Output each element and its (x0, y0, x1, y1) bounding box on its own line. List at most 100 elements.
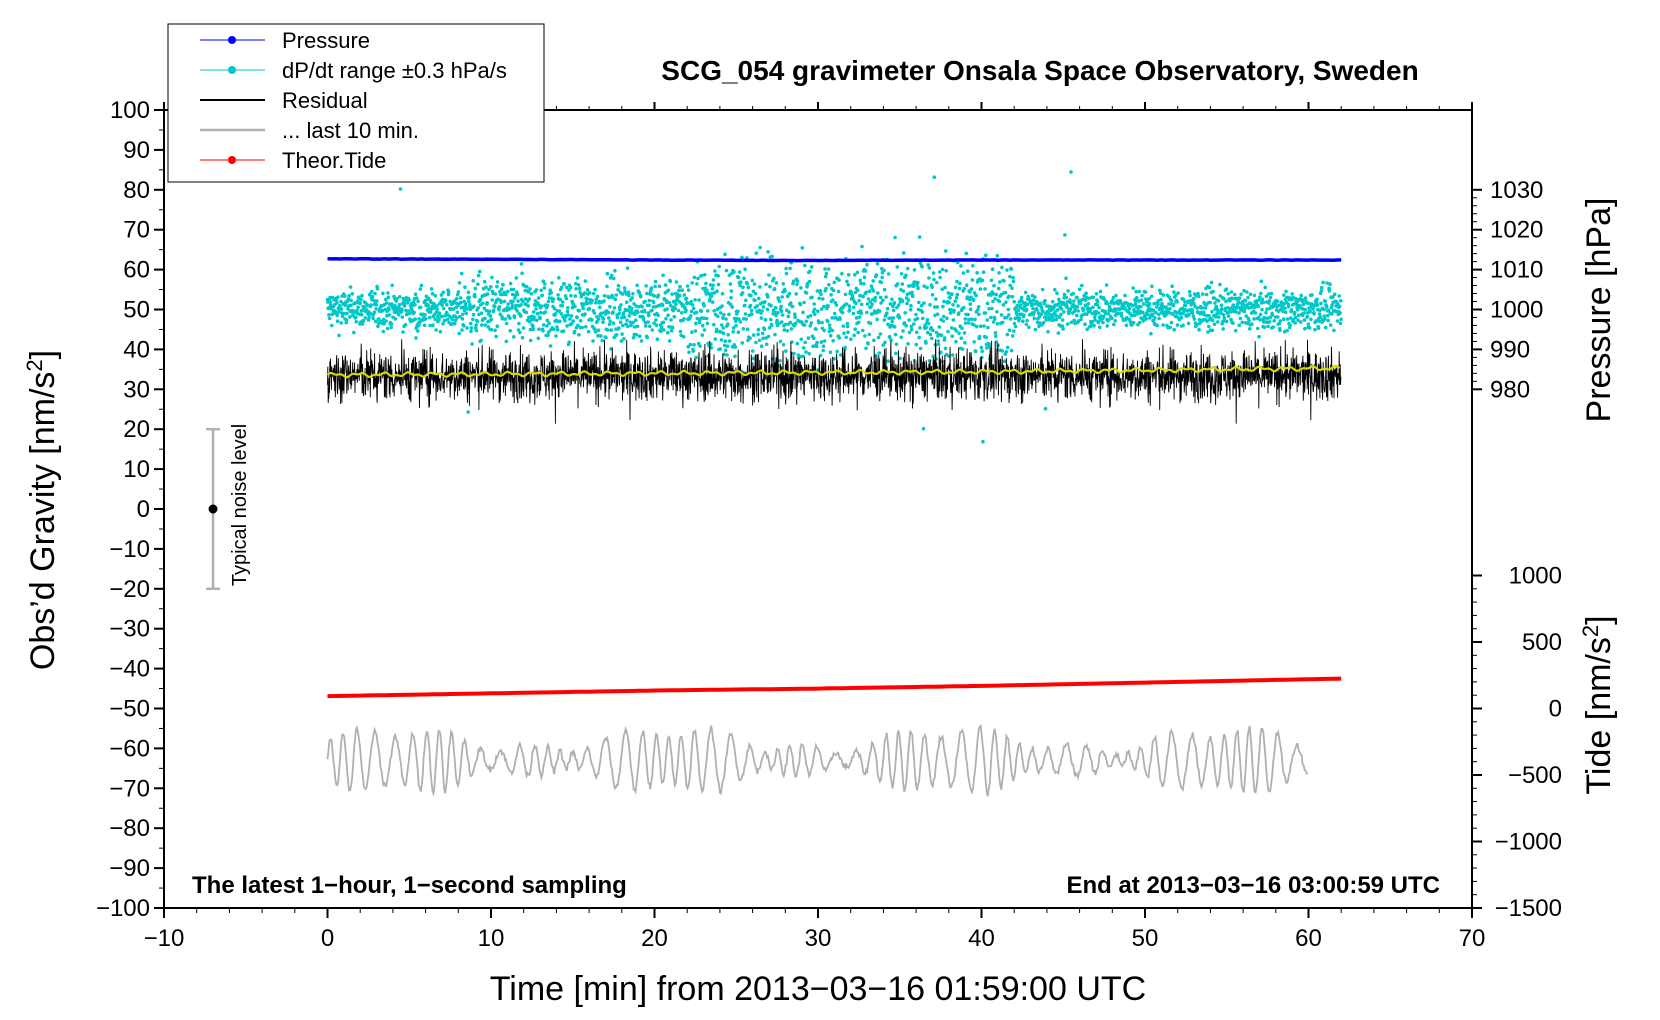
dpdt-point (479, 311, 484, 316)
dpdt-point (960, 326, 964, 331)
dpdt-point (1262, 325, 1267, 330)
dpdt-point (1258, 295, 1262, 300)
dpdt-point (433, 294, 438, 298)
dpdt-point (1260, 307, 1264, 312)
dpdt-point (696, 276, 700, 281)
dpdt-point (924, 341, 928, 345)
dpdt-point (1321, 280, 1325, 285)
dpdt-point (1284, 289, 1288, 294)
dpdt-point (779, 304, 783, 309)
dpdt-point (1054, 314, 1059, 318)
dpdt-point (1323, 299, 1328, 303)
dpdt-point (1289, 308, 1294, 312)
dpdt-point (1196, 291, 1200, 296)
dpdt-point (992, 317, 997, 321)
dpdt-point (687, 350, 691, 355)
dpdt-point (601, 320, 605, 325)
dpdt-point (954, 329, 959, 333)
dpdt-point (882, 268, 886, 273)
dpdt-point (635, 283, 639, 288)
dpdt-point (872, 338, 876, 343)
dpdt-point (1200, 306, 1205, 310)
dpdt-point (456, 290, 461, 294)
dpdt-point (757, 296, 761, 301)
y-tick-label: 100 (110, 97, 150, 124)
dpdt-point (630, 306, 634, 311)
dpdt-point (776, 311, 780, 315)
dpdt-point (852, 333, 856, 338)
dpdt-point (1314, 300, 1319, 304)
dpdt-point (826, 304, 830, 309)
dpdt-point (998, 280, 1002, 284)
dpdt-point (1267, 299, 1271, 303)
dpdt-point (837, 336, 842, 340)
dpdt-point (477, 269, 482, 274)
dpdt-point (577, 286, 582, 291)
dpdt-point (969, 317, 974, 322)
dpdt-point (894, 351, 898, 356)
dpdt-point (622, 315, 627, 320)
dpdt-point (489, 285, 493, 289)
dpdt-point (667, 339, 672, 343)
dpdt-point (632, 325, 637, 329)
dpdt-point (694, 310, 699, 315)
y-tick-label: 10 (123, 456, 150, 483)
dpdt-point (994, 292, 998, 297)
dpdt-point (646, 313, 651, 318)
dpdt-point (381, 329, 386, 334)
dpdt-point (689, 299, 693, 304)
dpdt-point (441, 322, 445, 326)
dpdt-point (817, 296, 821, 301)
dpdt-point (711, 278, 716, 282)
dpdt-point (414, 296, 419, 300)
dpdt-point (1313, 327, 1317, 332)
dpdt-point (396, 313, 401, 317)
dpdt-point (901, 251, 906, 255)
dpdt-point (393, 304, 397, 308)
dpdt-point (1316, 326, 1321, 331)
dpdt-point (860, 328, 865, 333)
dpdt-point (1031, 298, 1036, 303)
dpdt-point (722, 312, 726, 317)
dpdt-point (749, 308, 754, 313)
dpdt-point (493, 292, 498, 296)
dpdt-point (906, 342, 910, 346)
dpdt-point (864, 310, 869, 315)
dpdt-point (596, 317, 601, 321)
dpdt-point (459, 271, 464, 276)
dpdt-point (1104, 283, 1109, 287)
dpdt-point (1103, 311, 1108, 316)
dpdt-point (506, 302, 510, 306)
dpdt-point (484, 308, 489, 313)
dpdt-point (724, 317, 728, 321)
dpdt-point (916, 286, 920, 291)
dpdt-point (754, 340, 758, 345)
dpdt-point (687, 317, 692, 321)
dpdt-point (1042, 301, 1047, 306)
dpdt-point (362, 305, 367, 309)
dpdt-point (844, 302, 849, 306)
dpdt-point (630, 296, 634, 300)
dpdt-point (914, 312, 918, 317)
dpdt-point (609, 273, 614, 278)
dpdt-point (489, 327, 494, 332)
dpdt-point (1139, 305, 1143, 309)
dpdt-point (567, 340, 571, 345)
dpdt-point (1019, 295, 1024, 300)
dpdt-point (727, 312, 731, 317)
dpdt-point (374, 307, 378, 311)
dpdt-point (371, 316, 376, 321)
dpdt-point (1332, 292, 1337, 297)
dpdt-point (808, 324, 812, 328)
dpdt-point (635, 324, 640, 329)
dpdt-point (949, 326, 954, 330)
dpdt-point (520, 271, 524, 276)
dpdt-point (824, 271, 829, 276)
dpdt-point (804, 350, 808, 354)
dpdt-point (743, 312, 748, 316)
dpdt-point (354, 319, 359, 324)
dpdt-point (830, 316, 834, 320)
dpdt-point (1025, 318, 1029, 323)
dpdt-point (684, 296, 689, 301)
dpdt-point (959, 336, 964, 341)
